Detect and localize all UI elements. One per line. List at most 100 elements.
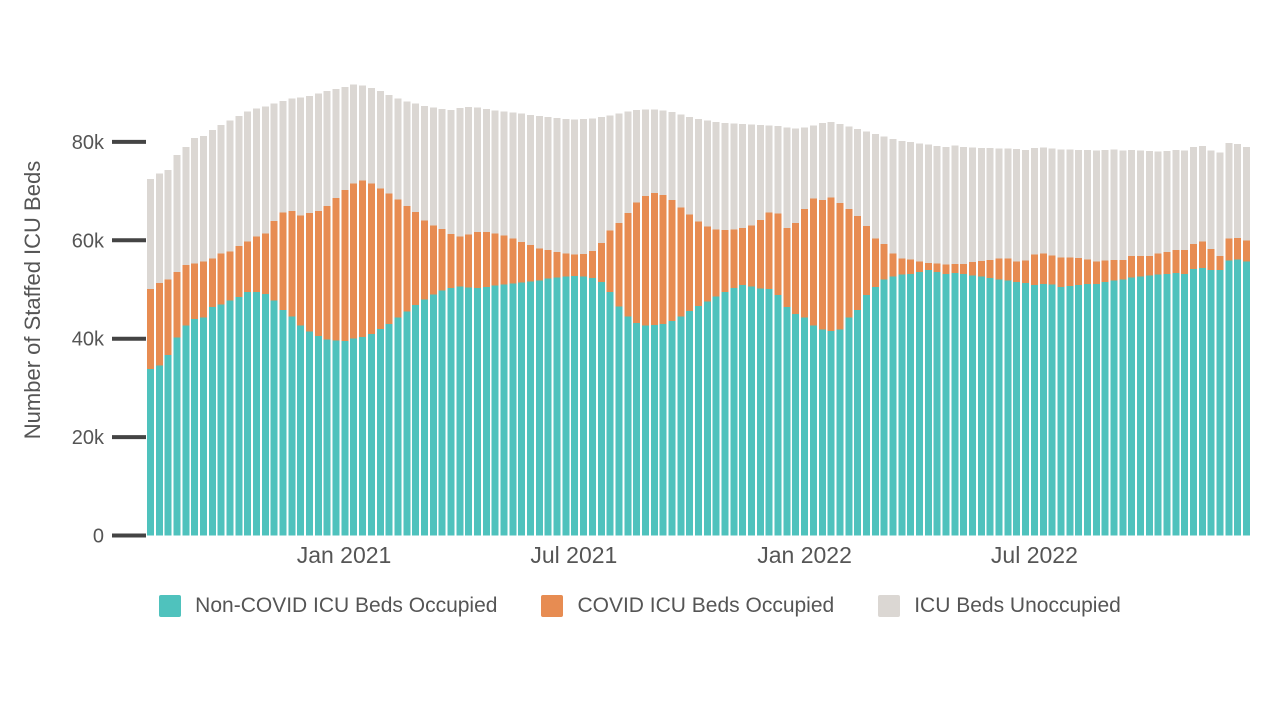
bar-segment-covid-occupied (916, 261, 923, 272)
bar-segment-non-covid-occupied (854, 310, 862, 536)
bar-segment-unoccupied (217, 125, 225, 254)
bar-segment-unoccupied (668, 111, 676, 200)
bar-segment-covid-occupied (845, 208, 853, 318)
bar-segment-non-covid-occupied (1243, 261, 1251, 536)
bar-segment-covid-occupied (756, 220, 764, 289)
bar-segment-unoccupied (924, 144, 932, 263)
bar-segment-unoccupied (420, 105, 428, 221)
bar-segment-unoccupied (730, 123, 738, 230)
bar-segment-non-covid-occupied (1030, 285, 1038, 536)
bar-segment-covid-occupied (969, 261, 977, 276)
bar-segment-non-covid-occupied (1013, 282, 1021, 536)
bar-segment-covid-occupied (801, 208, 809, 318)
bar-segment-covid-occupied (960, 263, 968, 274)
bar-segment-unoccupied (500, 111, 508, 236)
bar-segment-covid-occupied (783, 228, 791, 308)
bar-segment-covid-occupied (818, 199, 826, 330)
bar-segment-unoccupied (482, 108, 490, 232)
bar-segment-non-covid-occupied (668, 320, 676, 536)
bar-segment-unoccupied (164, 169, 172, 280)
bar-segment-covid-occupied (1101, 260, 1109, 283)
bar-segment-covid-occupied (809, 198, 817, 326)
bar-segment-unoccupied (438, 108, 446, 229)
bar-segment-unoccupied (1243, 146, 1251, 241)
bar-segment-non-covid-occupied (916, 271, 923, 536)
bar-segment-covid-occupied (447, 233, 455, 289)
bar-segment-non-covid-occupied (226, 300, 234, 536)
bars-group (146, 84, 1251, 536)
bar-segment-covid-occupied (633, 202, 641, 323)
bar-segment-unoccupied (641, 109, 649, 197)
bar-segment-unoccupied (279, 101, 287, 213)
bar-segment-covid-occupied (995, 258, 1003, 280)
bar-segment-non-covid-occupied (818, 329, 826, 536)
bar-segment-unoccupied (306, 96, 314, 214)
bar-segment-non-covid-occupied (924, 269, 932, 536)
bar-segment-non-covid-occupied (748, 286, 756, 536)
bar-segment-unoccupied (836, 124, 844, 203)
bar-segment-covid-occupied (1066, 257, 1074, 287)
bar-segment-covid-occupied (482, 231, 490, 288)
bar-segment-unoccupied (155, 173, 163, 284)
bar-segment-non-covid-occupied (465, 287, 473, 536)
bar-segment-non-covid-occupied (146, 369, 154, 536)
bar-segment-non-covid-occupied (217, 304, 225, 536)
bar-segment-covid-occupied (474, 231, 481, 289)
bar-segment-unoccupied (465, 106, 473, 235)
legend-item-unoccupied[interactable]: ICU Beds Unoccupied (878, 594, 1121, 618)
bar-segment-unoccupied (739, 124, 747, 228)
bar-segment-unoccupied (1075, 149, 1083, 259)
bar-segment-unoccupied (960, 146, 968, 264)
y-axis-tick-label: 40k (72, 329, 105, 351)
bar-segment-non-covid-occupied (677, 316, 685, 536)
bar-segment-non-covid-occupied (1075, 285, 1083, 536)
legend-label: Non-COVID ICU Beds Occupied (195, 594, 498, 617)
bar-segment-non-covid-occupied (712, 296, 720, 536)
bar-segment-unoccupied (235, 115, 243, 247)
bar-segment-unoccupied (809, 125, 817, 199)
bar-segment-unoccupied (403, 101, 411, 206)
bar-segment-non-covid-occupied (1083, 284, 1091, 536)
bar-segment-unoccupied (270, 103, 278, 222)
bar-segment-covid-occupied (1225, 238, 1233, 261)
bar-segment-non-covid-occupied (836, 329, 844, 536)
bar-segment-non-covid-occupied (951, 272, 959, 536)
bar-segment-non-covid-occupied (544, 278, 552, 536)
bar-segment-non-covid-occupied (164, 354, 172, 536)
bar-segment-unoccupied (226, 120, 234, 252)
bar-segment-unoccupied (624, 111, 632, 214)
bar-segment-covid-occupied (1181, 250, 1189, 274)
bar-segment-covid-occupied (288, 210, 296, 317)
bar-segment-covid-occupied (898, 258, 906, 275)
bar-segment-unoccupied (253, 108, 260, 237)
bar-segment-covid-occupied (359, 180, 367, 338)
bar-segment-unoccupied (1234, 143, 1242, 238)
bar-segment-covid-occupied (854, 216, 862, 311)
bar-segment-non-covid-occupied (933, 271, 941, 536)
bar-segment-unoccupied (1057, 149, 1065, 258)
legend: Non-COVID ICU Beds Occupied COVID ICU Bed… (0, 594, 1280, 618)
bar-segment-covid-occupied (1092, 261, 1100, 285)
bar-segment-covid-occupied (191, 263, 199, 320)
bar-segment-covid-occupied (1048, 255, 1056, 285)
bar-segment-covid-occupied (518, 241, 526, 283)
bar-segment-unoccupied (332, 88, 340, 198)
bar-segment-unoccupied (615, 113, 623, 224)
bar-segment-covid-occupied (323, 205, 331, 340)
bar-segment-covid-occupied (774, 213, 782, 295)
bar-segment-non-covid-occupied (429, 294, 437, 536)
bar-segment-non-covid-occupied (765, 289, 773, 536)
bar-segment-covid-occupied (765, 212, 773, 290)
bar-segment-unoccupied (907, 141, 915, 260)
bar-segment-non-covid-occupied (1216, 269, 1224, 536)
bar-segment-unoccupied (1216, 152, 1224, 257)
legend-item-non-covid-occupied[interactable]: Non-COVID ICU Beds Occupied (159, 594, 497, 618)
bar-segment-unoccupied (385, 95, 393, 194)
legend-item-covid-occupied[interactable]: COVID ICU Beds Occupied (541, 594, 834, 618)
y-axis-title: Number of Staffed ICU Beds (20, 160, 45, 440)
y-axis-tick-label: 0 (93, 526, 104, 548)
bar-segment-covid-occupied (686, 214, 694, 312)
bar-segment-unoccupied (146, 178, 154, 290)
bar-segment-non-covid-occupied (509, 283, 517, 536)
bar-segment-unoccupied (801, 127, 809, 209)
